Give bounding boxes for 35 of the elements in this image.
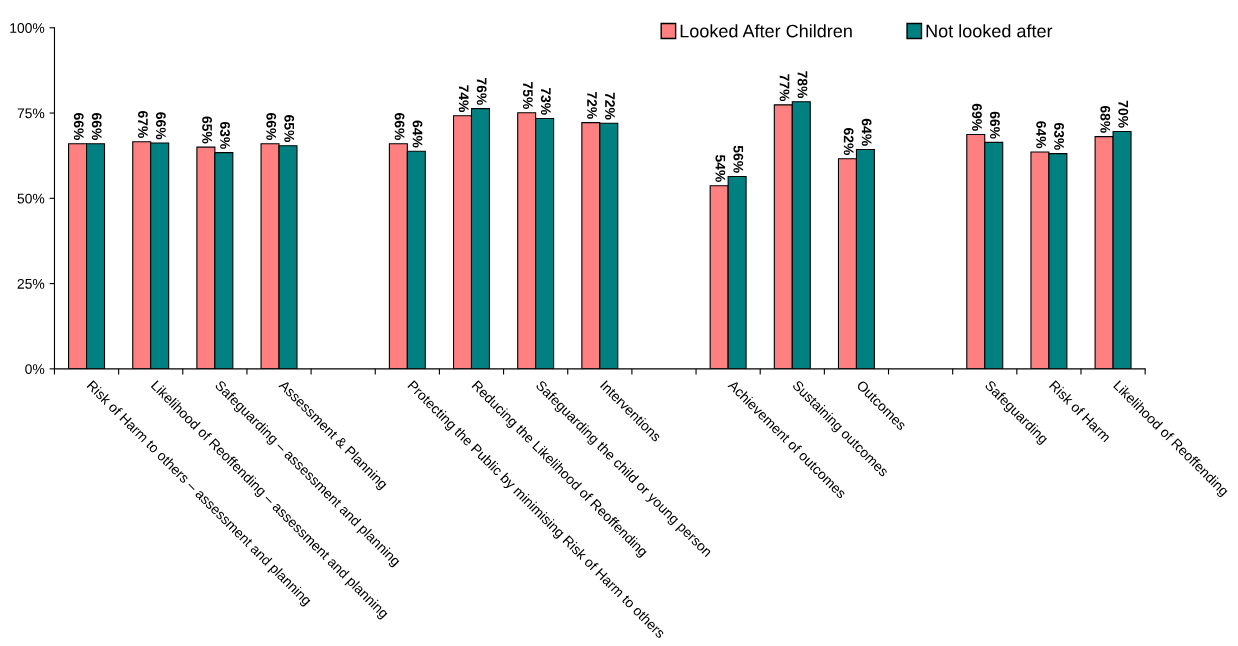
data-label: 63% [1054, 122, 1064, 150]
data-label: 63% [220, 121, 230, 149]
legend-label: Not looked after [926, 24, 1053, 38]
legend-label: Looked After Children [680, 24, 852, 38]
data-label: 66% [91, 113, 102, 140]
y-tick-label: 75% [17, 108, 45, 119]
data-label: 72% [605, 92, 615, 120]
y-tick-label: 100% [10, 23, 45, 33]
data-label: 64% [1036, 121, 1047, 149]
data-label: 64% [412, 120, 423, 148]
data-label: 65% [202, 116, 212, 144]
data-label: 56% [733, 145, 744, 173]
data-label: 78% [797, 71, 808, 99]
data-label: 76% [476, 78, 487, 105]
data-label: 66% [155, 112, 166, 140]
data-label: 66% [990, 111, 1000, 139]
data-label: 68% [1100, 105, 1111, 133]
data-label: 72% [587, 91, 597, 119]
data-label: 54% [715, 154, 726, 182]
y-tick-label: 0% [25, 364, 45, 375]
data-label: 66% [73, 113, 84, 140]
y-tick-label: 25% [17, 278, 45, 289]
data-label: 73% [540, 87, 551, 115]
y-tick-label: 50% [17, 193, 45, 204]
data-label: 77% [779, 74, 790, 102]
data-label: 75% [522, 82, 533, 109]
data-label: 66% [394, 113, 405, 140]
data-label: 67% [138, 111, 148, 138]
data-label: 65% [284, 115, 295, 143]
data-label: 70% [1118, 100, 1129, 128]
data-label: 64% [861, 118, 872, 146]
data-label: 69% [972, 103, 982, 131]
data-label: 62% [843, 128, 854, 155]
data-label: 74% [458, 85, 469, 112]
data-label: 66% [266, 113, 277, 140]
